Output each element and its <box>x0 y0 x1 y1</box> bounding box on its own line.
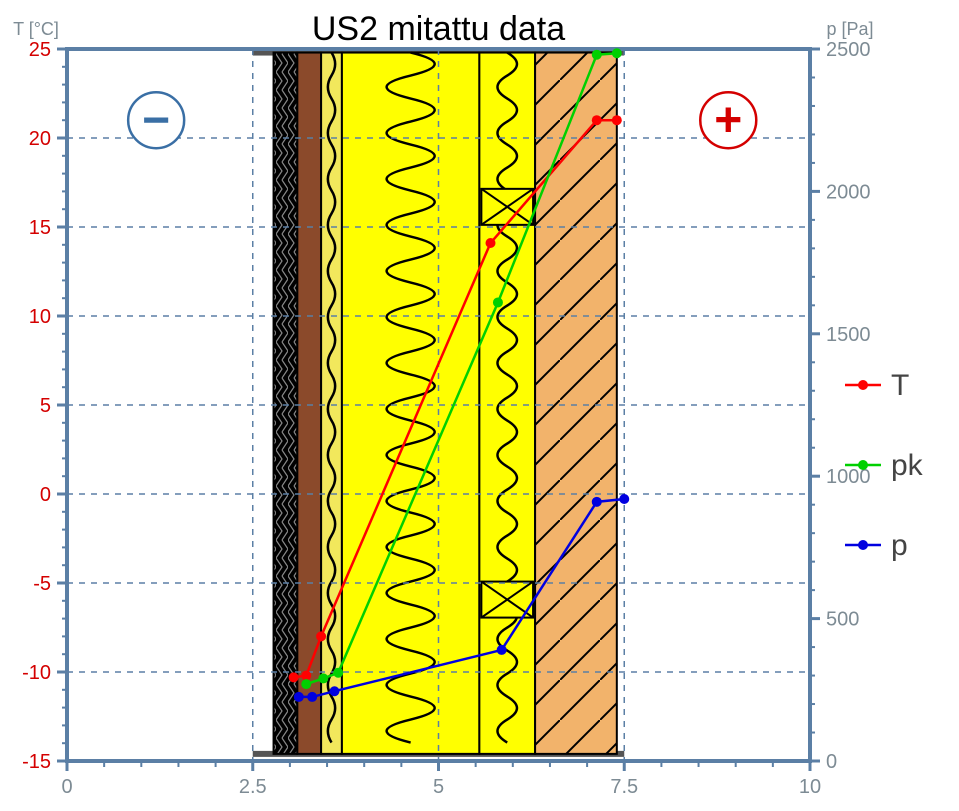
marker-T <box>592 115 602 125</box>
svg-text:500: 500 <box>826 609 859 631</box>
chart-svg: 02.557.510-15-10-50510152025050010001500… <box>0 0 959 811</box>
svg-text:T [°C]: T [°C] <box>13 19 59 39</box>
marker-T <box>301 671 311 681</box>
marker-pk <box>318 673 328 683</box>
svg-text:2.5: 2.5 <box>239 776 267 798</box>
svg-text:10: 10 <box>29 306 51 328</box>
marker-T <box>612 115 622 125</box>
legend-T: T <box>891 369 909 402</box>
legend-p: p <box>891 529 908 562</box>
svg-text:5: 5 <box>433 776 444 798</box>
svg-text:0: 0 <box>40 484 51 506</box>
marker-T <box>316 631 326 641</box>
svg-text:0: 0 <box>61 776 72 798</box>
svg-text:+: + <box>714 94 742 147</box>
svg-text:20: 20 <box>29 128 51 150</box>
svg-text:15: 15 <box>29 217 51 239</box>
marker-p <box>307 692 317 702</box>
svg-text:25: 25 <box>29 39 51 61</box>
marker-T <box>486 238 496 248</box>
marker-pk <box>493 297 503 307</box>
svg-text:-5: -5 <box>33 573 51 595</box>
marker-pk <box>333 668 343 678</box>
svg-text:1500: 1500 <box>826 324 871 346</box>
svg-text:−: − <box>142 94 170 147</box>
chart-title: US2 mitattu data <box>312 10 565 48</box>
chart-container: 02.557.510-15-10-50510152025050010001500… <box>0 0 959 811</box>
marker-pk <box>301 679 311 689</box>
marker-p <box>619 494 629 504</box>
marker-T <box>289 672 299 682</box>
marker-pk <box>612 48 622 58</box>
svg-text:-15: -15 <box>22 751 51 773</box>
legend-pk: pk <box>891 449 924 482</box>
marker-pk <box>592 50 602 60</box>
svg-text:5: 5 <box>40 395 51 417</box>
svg-text:-10: -10 <box>22 662 51 684</box>
svg-text:0: 0 <box>826 751 837 773</box>
svg-text:7.5: 7.5 <box>610 776 638 798</box>
svg-text:2500: 2500 <box>826 39 871 61</box>
svg-text:2000: 2000 <box>826 181 871 203</box>
svg-text:10: 10 <box>799 776 821 798</box>
marker-p <box>294 692 304 702</box>
svg-text:p [Pa]: p [Pa] <box>826 19 873 39</box>
marker-p <box>497 645 507 655</box>
marker-p <box>329 686 339 696</box>
marker-p <box>592 497 602 507</box>
